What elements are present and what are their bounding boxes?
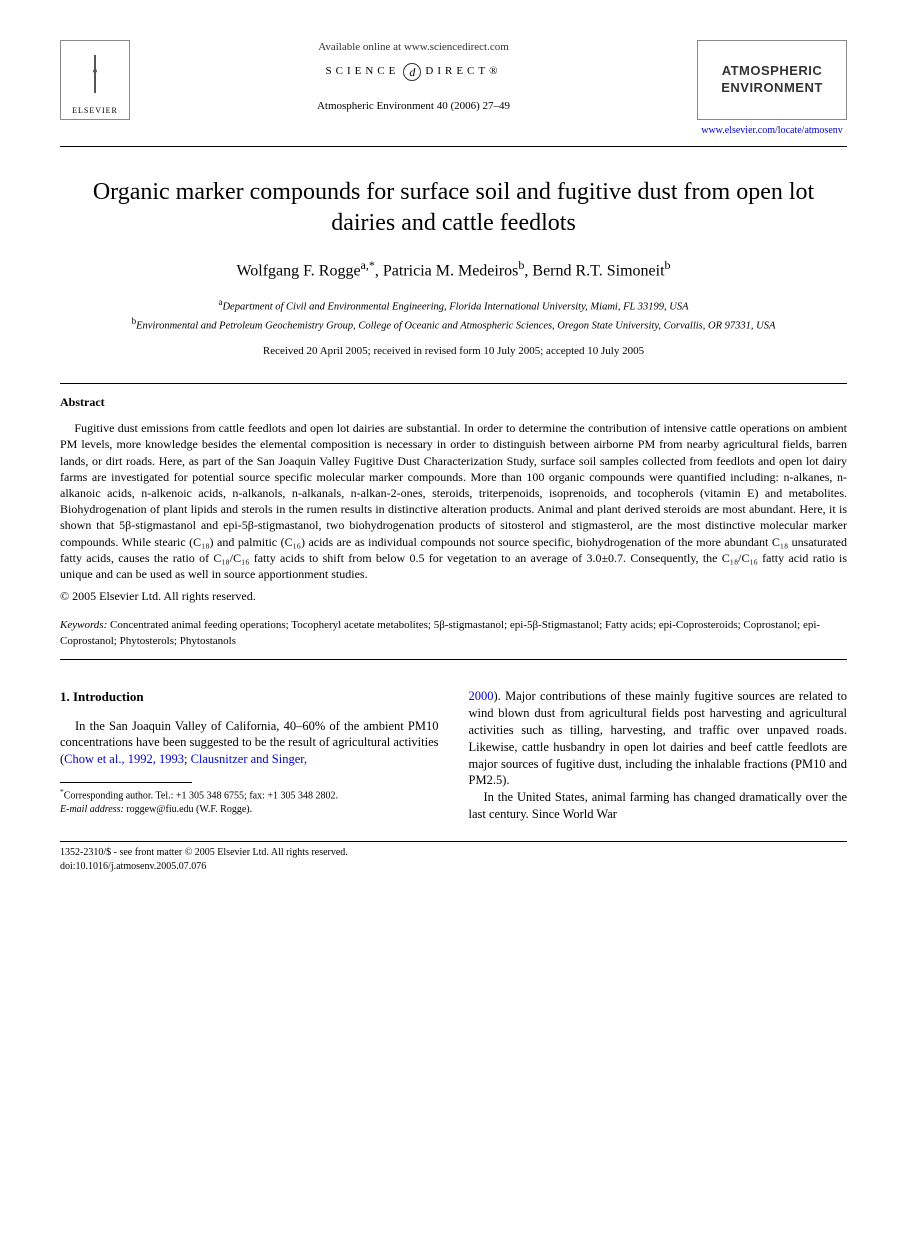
author-3-affil: b [665,258,671,272]
body-columns: 1. Introduction In the San Joaquin Valle… [60,688,847,823]
affiliations: aDepartment of Civil and Environmental E… [60,296,847,334]
column-left: 1. Introduction In the San Joaquin Valle… [60,688,439,823]
abstract-copyright: © 2005 Elsevier Ltd. All rights reserved… [60,588,847,604]
elsevier-tree-icon [70,49,120,104]
footer-front-matter: 1352-2310/$ - see front matter © 2005 El… [60,846,847,860]
header-center: Available online at www.sciencedirect.co… [130,40,697,114]
abstract-bottom-rule [60,659,847,660]
footnote-email-label: E-mail address: [60,804,124,815]
abstract-body: Fugitive dust emissions from cattle feed… [60,420,847,582]
affil-a-text: Department of Civil and Environmental En… [222,301,688,312]
article-dates: Received 20 April 2005; received in revi… [60,344,847,359]
author-sep-1: , [375,262,383,279]
citation-clausnitzer-year[interactable]: 2000 [469,689,494,703]
intro-paragraph-1-cont: 2000). Major contributions of these main… [469,688,848,789]
footnote-email: roggew@fiu.edu (W.F. Rogge). [124,804,252,815]
footnote-corr-text: Corresponding author. Tel.: +1 305 348 6… [64,791,338,802]
journal-citation: Atmospheric Environment 40 (2006) 27–49 [140,99,687,114]
keywords-text: Concentrated animal feeding operations; … [60,619,820,646]
footer-rule [60,841,847,842]
footnote-rule [60,782,192,783]
cite-sep: ; [184,752,191,766]
journal-title-box: ATMOSPHERIC ENVIRONMENT [697,40,847,120]
sd-dot-icon: d [403,63,421,81]
intro-text-2: ). Major contributions of these mainly f… [469,689,848,787]
abstract-heading: Abstract [60,394,847,410]
abstract-top-rule [60,383,847,384]
sd-right: DIRECT® [425,64,501,79]
journal-title-line1: ATMOSPHERIC [722,63,823,78]
available-online-text: Available online at www.sciencedirect.co… [140,40,687,55]
science-direct-logo: SCIENCE d DIRECT® [140,63,687,81]
column-right: 2000). Major contributions of these main… [469,688,848,823]
corresponding-author-footnote: *Corresponding author. Tel.: +1 305 348 … [60,787,439,816]
abstract-paragraph: Fugitive dust emissions from cattle feed… [60,420,847,582]
footer-doi: doi:10.1016/j.atmosenv.2005.07.076 [60,860,847,874]
page-header: ELSEVIER Available online at www.science… [60,40,847,138]
section-1-heading: 1. Introduction [60,688,439,706]
elsevier-label: ELSEVIER [72,106,118,117]
sd-left: SCIENCE [326,64,400,79]
citation-clausnitzer[interactable]: Clausnitzer and Singer, [191,752,308,766]
journal-box: ATMOSPHERIC ENVIRONMENT www.elsevier.com… [697,40,847,138]
author-list: Wolfgang F. Roggea,*, Patricia M. Medeir… [60,257,847,282]
journal-title-line2: ENVIRONMENT [721,80,823,95]
intro-paragraph-1: In the San Joaquin Valley of California,… [60,718,439,769]
author-3: Bernd R.T. Simoneit [532,262,664,279]
author-2: Patricia M. Medeiros [383,262,519,279]
affil-b-text: Environmental and Petroleum Geochemistry… [136,320,775,331]
header-rule [60,146,847,147]
paper-title: Organic marker compounds for surface soi… [60,177,847,239]
author-1: Wolfgang F. Rogge [236,262,360,279]
author-1-affil: a, [361,258,369,272]
journal-homepage-link[interactable]: www.elsevier.com/locate/atmosenv [697,124,847,138]
intro-paragraph-2: In the United States, animal farming has… [469,789,848,823]
citation-chow[interactable]: Chow et al., 1992, 1993 [64,752,184,766]
elsevier-logo: ELSEVIER [60,40,130,120]
keywords-label: Keywords: [60,619,107,631]
keywords-block: Keywords: Concentrated animal feeding op… [60,618,847,649]
